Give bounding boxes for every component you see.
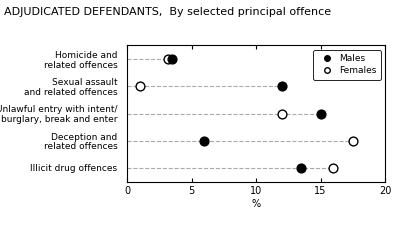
- Females: [279, 112, 285, 115]
- Females: [350, 139, 356, 143]
- Males: [279, 84, 285, 88]
- Females: [137, 84, 143, 88]
- X-axis label: %: %: [252, 199, 260, 209]
- Females: [330, 166, 337, 170]
- Legend: Males, Females: Males, Females: [313, 50, 381, 80]
- Males: [201, 139, 208, 143]
- Males: [318, 112, 324, 115]
- Females: [165, 57, 172, 61]
- Males: [298, 166, 304, 170]
- Males: [169, 57, 175, 61]
- Text: ADJUDICATED DEFENDANTS,  By selected principal offence: ADJUDICATED DEFENDANTS, By selected prin…: [4, 7, 331, 17]
